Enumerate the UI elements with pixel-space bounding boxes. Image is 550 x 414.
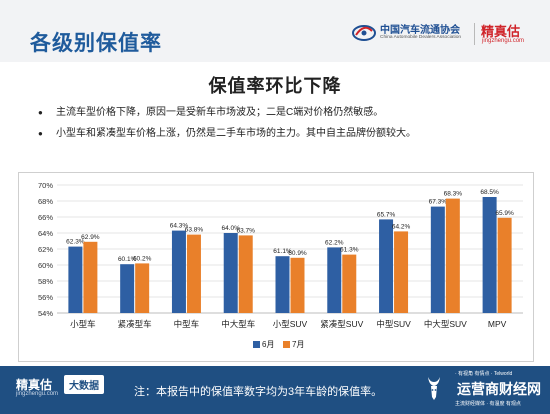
legend-swatch (253, 341, 260, 348)
page-title: 各级别保值率 (30, 32, 162, 55)
data-label: 67.3% (429, 199, 448, 206)
bar (430, 206, 445, 313)
bar (68, 246, 83, 313)
header-divider (474, 23, 475, 45)
footer-badge: 大数据 (64, 375, 104, 394)
brand-url: jingzhengu.com (482, 38, 525, 44)
chart-container: 54% 56% 58% 60% 62% 64% 66% 68% 70% 62.3% 62.9% 小型车… (18, 172, 534, 362)
bar-chart: 54% 56% 58% 60% 62% 64% 66% 68% 70% 62.3%62.9% 小型车… (38, 181, 523, 349)
legend-label: 6月 (262, 340, 274, 349)
bar (379, 219, 394, 313)
footer-bar: 精真估 jingzhengu.com 大数据 注：本报告中的保值率数字均为3年车… (0, 366, 550, 414)
y-tick-label: 68% (38, 197, 53, 206)
bar (238, 235, 253, 313)
bullet-item: 主流车型价格下降，原因一是受新车市场波及；二是C端对价格仍然敏感。 (38, 106, 538, 119)
data-label: 61.3% (340, 247, 359, 254)
category-label: 紧凑型SUV (320, 319, 363, 329)
data-label: 68.5% (480, 189, 499, 196)
data-label: 64.2% (392, 223, 411, 230)
category-label: 中型SUV (376, 319, 411, 329)
category-label: 小型车 (70, 319, 96, 329)
bar (445, 198, 460, 313)
bar (290, 257, 305, 313)
data-label: 63.8% (185, 227, 204, 234)
data-label: 61.1% (273, 248, 292, 255)
category-label: 小型SUV (273, 319, 308, 329)
bar (120, 264, 135, 313)
y-tick-label: 60% (38, 261, 53, 270)
footer-brand-name: 精真估 (16, 378, 53, 392)
category-label: 中大型SUV (424, 319, 467, 329)
bar (171, 230, 186, 313)
y-tick-label: 64% (38, 229, 53, 238)
bar (497, 217, 512, 313)
category-label: MPV (488, 319, 507, 329)
bar (223, 233, 238, 313)
data-label: 65.7% (377, 211, 396, 218)
data-label: 60.9% (288, 250, 307, 257)
bar (186, 234, 201, 313)
bar (275, 256, 290, 313)
bar (394, 231, 409, 313)
bar (135, 263, 150, 313)
category-label: 紧凑型车 (118, 319, 152, 329)
bar (342, 254, 357, 313)
bar (482, 197, 497, 313)
y-tick-label: 66% (38, 213, 53, 222)
legend-label: 7月 (292, 340, 304, 349)
data-label: 62.2% (325, 239, 344, 246)
association-logo-icon (352, 25, 376, 41)
data-label: 68.3% (444, 191, 463, 198)
y-tick-label: 58% (38, 277, 53, 286)
data-label: 64.3% (170, 223, 189, 230)
data-label: 62.9% (81, 234, 100, 241)
section-heading: 保值率环比下降 (208, 76, 342, 96)
watermark-name: 运营商财经网 (457, 381, 541, 397)
data-label: 62.3% (66, 239, 85, 246)
y-tick-label: 54% (38, 309, 53, 318)
data-label: 60.1% (118, 256, 137, 263)
association-english-name: China Automobile Dealers Association (380, 35, 462, 40)
bar (83, 241, 98, 313)
header-bar: 各级别保值率 中国汽车流通协会 China Automobile Dealers… (0, 0, 550, 62)
watermark-tagline-bottom: 主流财经媒体 · 有温度 有观点 (455, 401, 521, 407)
legend-swatch (283, 341, 290, 348)
data-label: 65.9% (495, 210, 514, 217)
category-label: 中型车 (174, 319, 200, 329)
footer-note: 注：本报告中的保值率数字均为3年车龄的保值率。 (134, 386, 383, 398)
bullet-list: 主流车型价格下降，原因一是受新车市场波及；二是C端对价格仍然敏感。 小型车和紧凑… (38, 106, 538, 148)
footer-brand-url: jingzhengu.com (16, 391, 59, 397)
y-tick-label: 56% (38, 293, 53, 302)
y-tick-label: 70% (38, 181, 53, 190)
y-tick-label: 62% (38, 245, 53, 254)
watermark-tagline-top: · 有视角 有情点 · Telworld (455, 371, 513, 377)
bull-logo-icon (428, 377, 440, 400)
brand-name: 精真估 (481, 24, 521, 39)
category-label: 中大型车 (221, 319, 255, 329)
data-label: 64.0% (222, 225, 241, 232)
bar (327, 247, 342, 313)
bullet-item: 小型车和紧凑型车价格上涨，仍然是二手车市场的主力。其中自主品牌份额较大。 (38, 127, 538, 140)
association-name: 中国汽车流通协会 (380, 25, 460, 36)
data-label: 60.2% (133, 255, 152, 262)
data-label: 63.7% (237, 227, 256, 234)
